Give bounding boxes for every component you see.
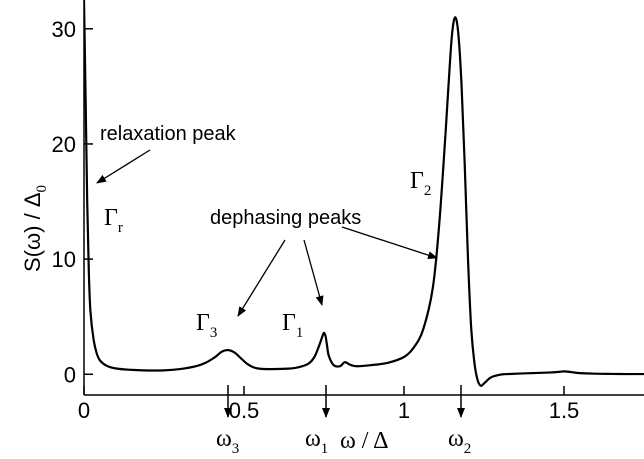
dephasing-arrow-gamma3 — [237, 239, 286, 317]
y-tick-label: 0 — [64, 362, 76, 387]
dephasing-peaks-label: dephasing peaks — [210, 207, 361, 229]
omega-2-label: ω2 — [448, 426, 471, 457]
series-line — [84, 0, 644, 387]
dephasing-arrow-gamma1 — [303, 239, 324, 306]
gamma-r-label: Γr — [104, 205, 123, 236]
y-tick-label: 10 — [52, 247, 76, 272]
x-axis-title: ω / Δ — [340, 428, 389, 454]
x-tick-label: 1 — [398, 398, 410, 423]
x-tick-label: 0 — [78, 398, 90, 423]
x-tick-label: 0.5 — [229, 398, 260, 423]
dephasing-arrow-gamma2 — [341, 226, 438, 260]
y-tick-label: 30 — [52, 17, 76, 42]
y-tick-label: 20 — [52, 132, 76, 157]
relaxation-arrow — [96, 149, 151, 184]
y-axis-title: S(ω) / Δ0 — [20, 185, 50, 272]
x-tick-label: 1.5 — [549, 398, 580, 423]
omega-1-label: ω1 — [305, 426, 328, 457]
gamma-3-label: Γ3 — [196, 310, 217, 341]
gamma-2-label: Γ2 — [410, 168, 431, 199]
omega-3-label: ω3 — [216, 426, 239, 457]
relaxation-peak-label: relaxation peak — [100, 123, 237, 145]
gamma-1-label: Γ1 — [282, 310, 303, 341]
